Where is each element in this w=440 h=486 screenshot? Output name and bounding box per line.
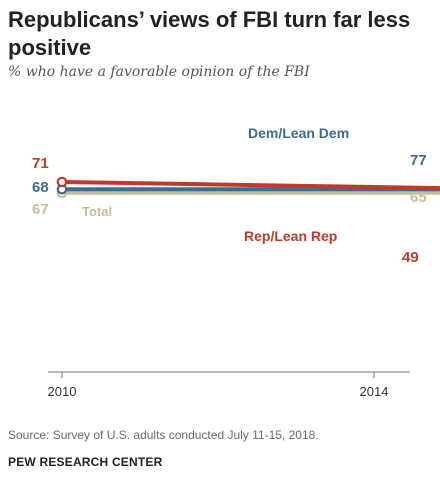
series-label-total: Total [82,204,112,219]
x-tick-label-2010: 2010 [48,384,77,399]
series-label-dem: Dem/Lean Dem [248,125,349,141]
end-label-dem: 77 [410,152,427,169]
source-note: Source: Survey of U.S. adults conducted … [8,428,319,442]
start-label-rep: 71 [32,155,49,172]
start-label-total: 67 [32,201,49,218]
chart-title: Republicans’ views of FBI turn far less … [8,7,411,60]
series-label-rep: Rep/Lean Rep [244,228,337,244]
start-label-dem: 68 [32,179,49,196]
end-label-rep: 49 [402,249,419,266]
x-tick-label-2014: 2014 [360,384,389,399]
brand-name: PEW RESEARCH CENTER [8,455,163,469]
series-line-rep-lean-rep [60,180,440,191]
end-label-total: 65 [410,189,427,206]
chart-subtitle: % who have a favorable opinion of the FB… [8,64,310,80]
series-line-total [60,190,440,195]
data-point-rep-lean-rep [56,176,68,188]
